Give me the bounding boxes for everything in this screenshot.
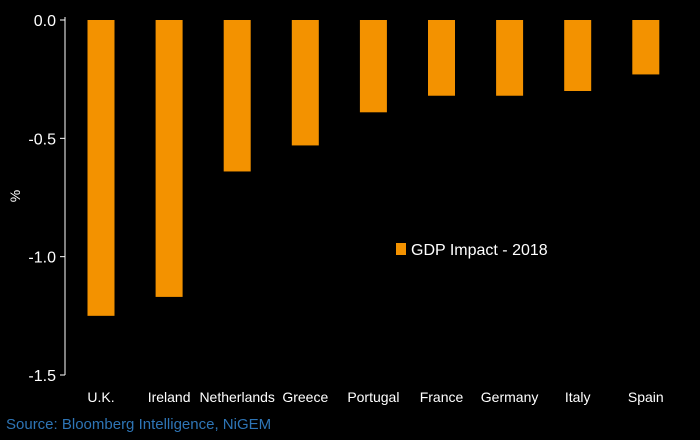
x-tick-label: Italy [565, 389, 591, 405]
y-tick-label: -1.0 [28, 250, 56, 267]
x-tick-label: Spain [628, 389, 664, 405]
bar-spain [632, 20, 660, 75]
legend-label: GDP Impact - 2018 [411, 242, 548, 259]
bar-germany [496, 20, 524, 96]
bar-netherlands [223, 20, 251, 172]
x-tick-label: U.K. [87, 389, 114, 405]
bar-ireland [155, 20, 183, 297]
y-tick-label: 0.0 [34, 13, 56, 30]
x-tick-label: Greece [282, 389, 328, 405]
source-note: Source: Bloomberg Intelligence, NiGEM [6, 416, 272, 433]
x-tick-label: France [420, 389, 464, 405]
bar-france [428, 20, 455, 96]
x-tick-label: Ireland [148, 389, 191, 405]
y-tick-label: -0.5 [28, 131, 56, 148]
x-tick-label: Netherlands [199, 389, 275, 405]
bar-uk [87, 20, 115, 316]
y-tick-label: -1.5 [28, 368, 56, 385]
legend-swatch [396, 243, 406, 255]
bar-italy [564, 20, 592, 91]
y-axis-title: % [7, 190, 23, 202]
bar-greece [291, 20, 319, 146]
x-tick-label: Portugal [347, 389, 399, 405]
bar-portugal [359, 20, 387, 113]
x-tick-label: Germany [481, 389, 539, 405]
